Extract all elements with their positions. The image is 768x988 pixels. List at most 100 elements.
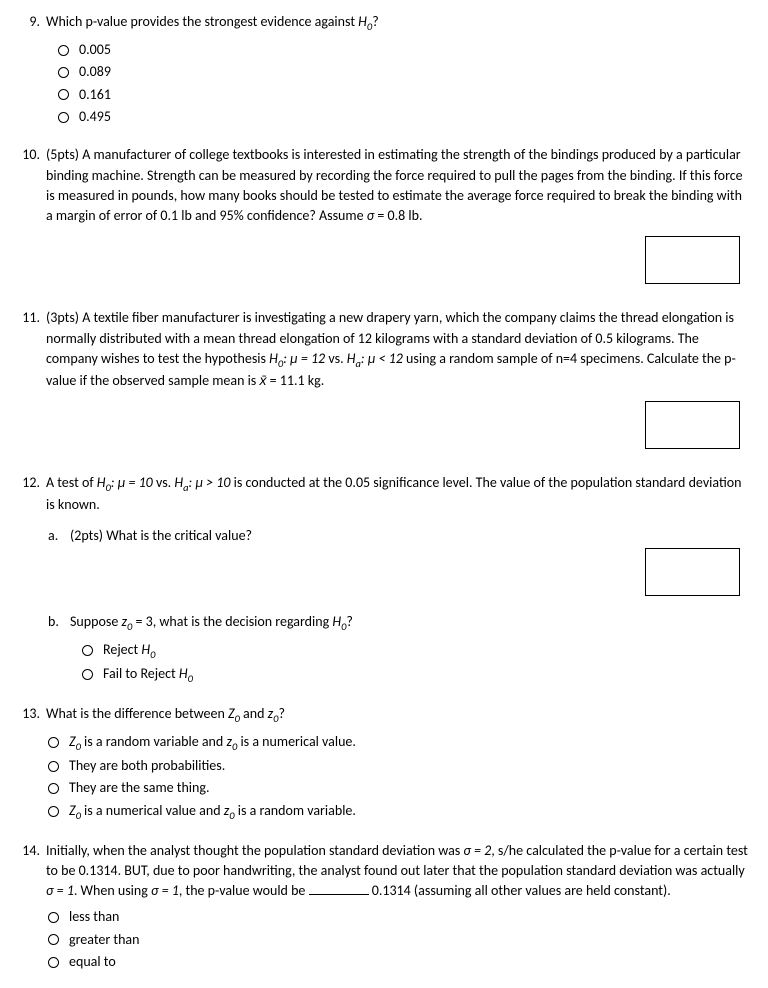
question-10: 10. (5pts) A manufacturer of college tex… [18, 145, 750, 290]
q12-text: A test of H0: μ = 10 vs. Ha: μ > 10 is c… [46, 473, 750, 515]
q12b-text: Suppose z0 = 3, what is the decision reg… [70, 612, 353, 634]
q14-opt-2-label: greater than [69, 930, 140, 950]
q13-opt-1-label: Z0 is a random variable and z0 is a nume… [69, 732, 356, 754]
q9-text-a: Which p-value provides the strongest evi… [46, 13, 358, 30]
q14-opt-1[interactable]: less than [48, 907, 750, 927]
radio-icon [82, 669, 93, 680]
o1f: is a numerical value. [237, 733, 356, 750]
q12b-label: b. [48, 612, 70, 632]
q10-answer-box[interactable] [645, 236, 740, 284]
q14-text-a: Initially, when the analyst thought the … [46, 842, 463, 859]
q9-opt-3[interactable]: 0.161 [58, 85, 750, 105]
q14-opt-3-label: equal to [69, 952, 116, 972]
q13-qmark: ? [278, 705, 285, 722]
q12b-opt-1-h: H [141, 641, 150, 658]
q11-number: 11. [18, 308, 46, 328]
q12b-opt-1[interactable]: Reject H0 [82, 640, 750, 662]
q12b-opt-2-hsub: 0 [188, 672, 193, 685]
question-14: 14. Initially, when the analyst thought … [18, 841, 750, 973]
q9-opt-4[interactable]: 0.495 [58, 107, 750, 127]
q12b-options: Reject H0 Fail to Reject H0 [82, 640, 750, 686]
q14-s3: σ = 1 [151, 882, 179, 899]
q13-opt-2[interactable]: They are both probabilities. [48, 756, 750, 776]
q14-text-c: . When using [74, 882, 151, 899]
radio-icon [48, 737, 59, 748]
q12b-opt-1-label: Reject H0 [103, 640, 155, 662]
q9-options: 0.005 0.089 0.161 0.495 [58, 40, 750, 127]
q10-number: 10. [18, 145, 46, 165]
q12-ha: H [174, 474, 183, 491]
q13-and: and [240, 705, 268, 722]
radio-icon [48, 783, 59, 794]
q14-text-d: , the p-value would be [179, 882, 309, 899]
radio-icon [82, 645, 93, 656]
q9-h: H [358, 13, 367, 30]
o4f: is a random variable. [235, 802, 356, 819]
q14-options: less than greater than equal to [48, 907, 750, 972]
q11-answer-box[interactable] [645, 401, 740, 449]
q12-h0: H [97, 474, 106, 491]
q12-text-a: A test of [46, 474, 97, 491]
radio-icon [58, 112, 69, 123]
question-9: 9. Which p-value provides the strongest … [18, 12, 750, 127]
question-13: 13. What is the difference between Z0 an… [18, 704, 750, 823]
q13-opt-1[interactable]: Z0 is a random variable and z0 is a nume… [48, 732, 750, 754]
q12b-qmark: ? [346, 613, 353, 630]
q14-opt-1-label: less than [69, 907, 119, 927]
q12a-answer-box[interactable] [645, 548, 740, 596]
q12b-opt-1-hsub: 0 [150, 648, 155, 661]
q12b-opt-1-a: Reject [103, 641, 141, 658]
q9-opt-1[interactable]: 0.005 [58, 40, 750, 60]
q14-s2: σ = 1 [46, 882, 74, 899]
q11-text: (3pts) A textile fiber manufacturer is i… [46, 308, 750, 391]
q13-opt-3[interactable]: They are the same thing. [48, 778, 750, 798]
q14-number: 14. [18, 841, 46, 861]
q11-ha: H [347, 350, 356, 367]
q9-opt-4-label: 0.495 [79, 107, 111, 127]
o1c: is a random variable and [81, 733, 227, 750]
q13-text-a: What is the difference between [46, 705, 228, 722]
q12b-opt-2-label: Fail to Reject H0 [103, 664, 193, 686]
question-12: 12. A test of H0: μ = 10 vs. Ha: μ > 10 … [18, 473, 750, 686]
q12b-opt-2[interactable]: Fail to Reject H0 [82, 664, 750, 686]
q11-ha-rest: : μ < 12 [361, 350, 403, 367]
q9-text: Which p-value provides the strongest evi… [46, 12, 750, 34]
q9-opt-1-label: 0.005 [79, 40, 111, 60]
q9-qmark: ? [372, 13, 379, 30]
radio-icon [48, 761, 59, 772]
radio-icon [58, 89, 69, 100]
q12-h0-rest: : μ = 10 [111, 474, 153, 491]
q11-h0-rest: : μ = 12 [283, 350, 325, 367]
q14-s1: σ = 2 [463, 842, 491, 859]
q14-text-e: 0.1314 (assuming all other values are he… [369, 882, 671, 899]
radio-icon [48, 806, 59, 817]
q14-opt-3[interactable]: equal to [48, 952, 750, 972]
q13-text: What is the difference between Z0 and z0… [46, 704, 750, 726]
radio-icon [58, 45, 69, 56]
q9-opt-3-label: 0.161 [79, 85, 111, 105]
q12b-opt-2-a: Fail to Reject [103, 665, 179, 682]
q13-number: 13. [18, 704, 46, 724]
q12b-text-b: = 3, what is the decision regarding [132, 613, 332, 630]
q9-opt-2[interactable]: 0.089 [58, 62, 750, 82]
q14-opt-2[interactable]: greater than [48, 930, 750, 950]
q13-opt-4[interactable]: Z0 is a numerical value and z0 is a rand… [48, 801, 750, 823]
q12-vs: vs. [153, 474, 175, 491]
q12a-text: (2pts) What is the critical value? [70, 526, 252, 546]
q12a: a. (2pts) What is the critical value? [48, 526, 750, 602]
q11-text-c: = 11.1 kg. [266, 372, 324, 389]
o4c: is a numerical value and [81, 802, 224, 819]
q11-h0: H [269, 350, 278, 367]
q13-opt-2-label: They are both probabilities. [69, 756, 225, 776]
q14-blank[interactable] [309, 881, 369, 895]
q12-number: 12. [18, 473, 46, 493]
radio-icon [58, 67, 69, 78]
radio-icon [48, 957, 59, 968]
q11-vs: vs. [325, 350, 347, 367]
q10-text-b: = 0.8 lb. [374, 207, 422, 224]
q13-opt-4-label: Z0 is a numerical value and z0 is a rand… [69, 801, 356, 823]
q9-number: 9. [18, 12, 46, 32]
q12-ha-rest: : μ > 10 [189, 474, 231, 491]
q10-text: (5pts) A manufacturer of college textboo… [46, 145, 750, 226]
q12b: b. Suppose z0 = 3, what is the decision … [48, 612, 750, 686]
